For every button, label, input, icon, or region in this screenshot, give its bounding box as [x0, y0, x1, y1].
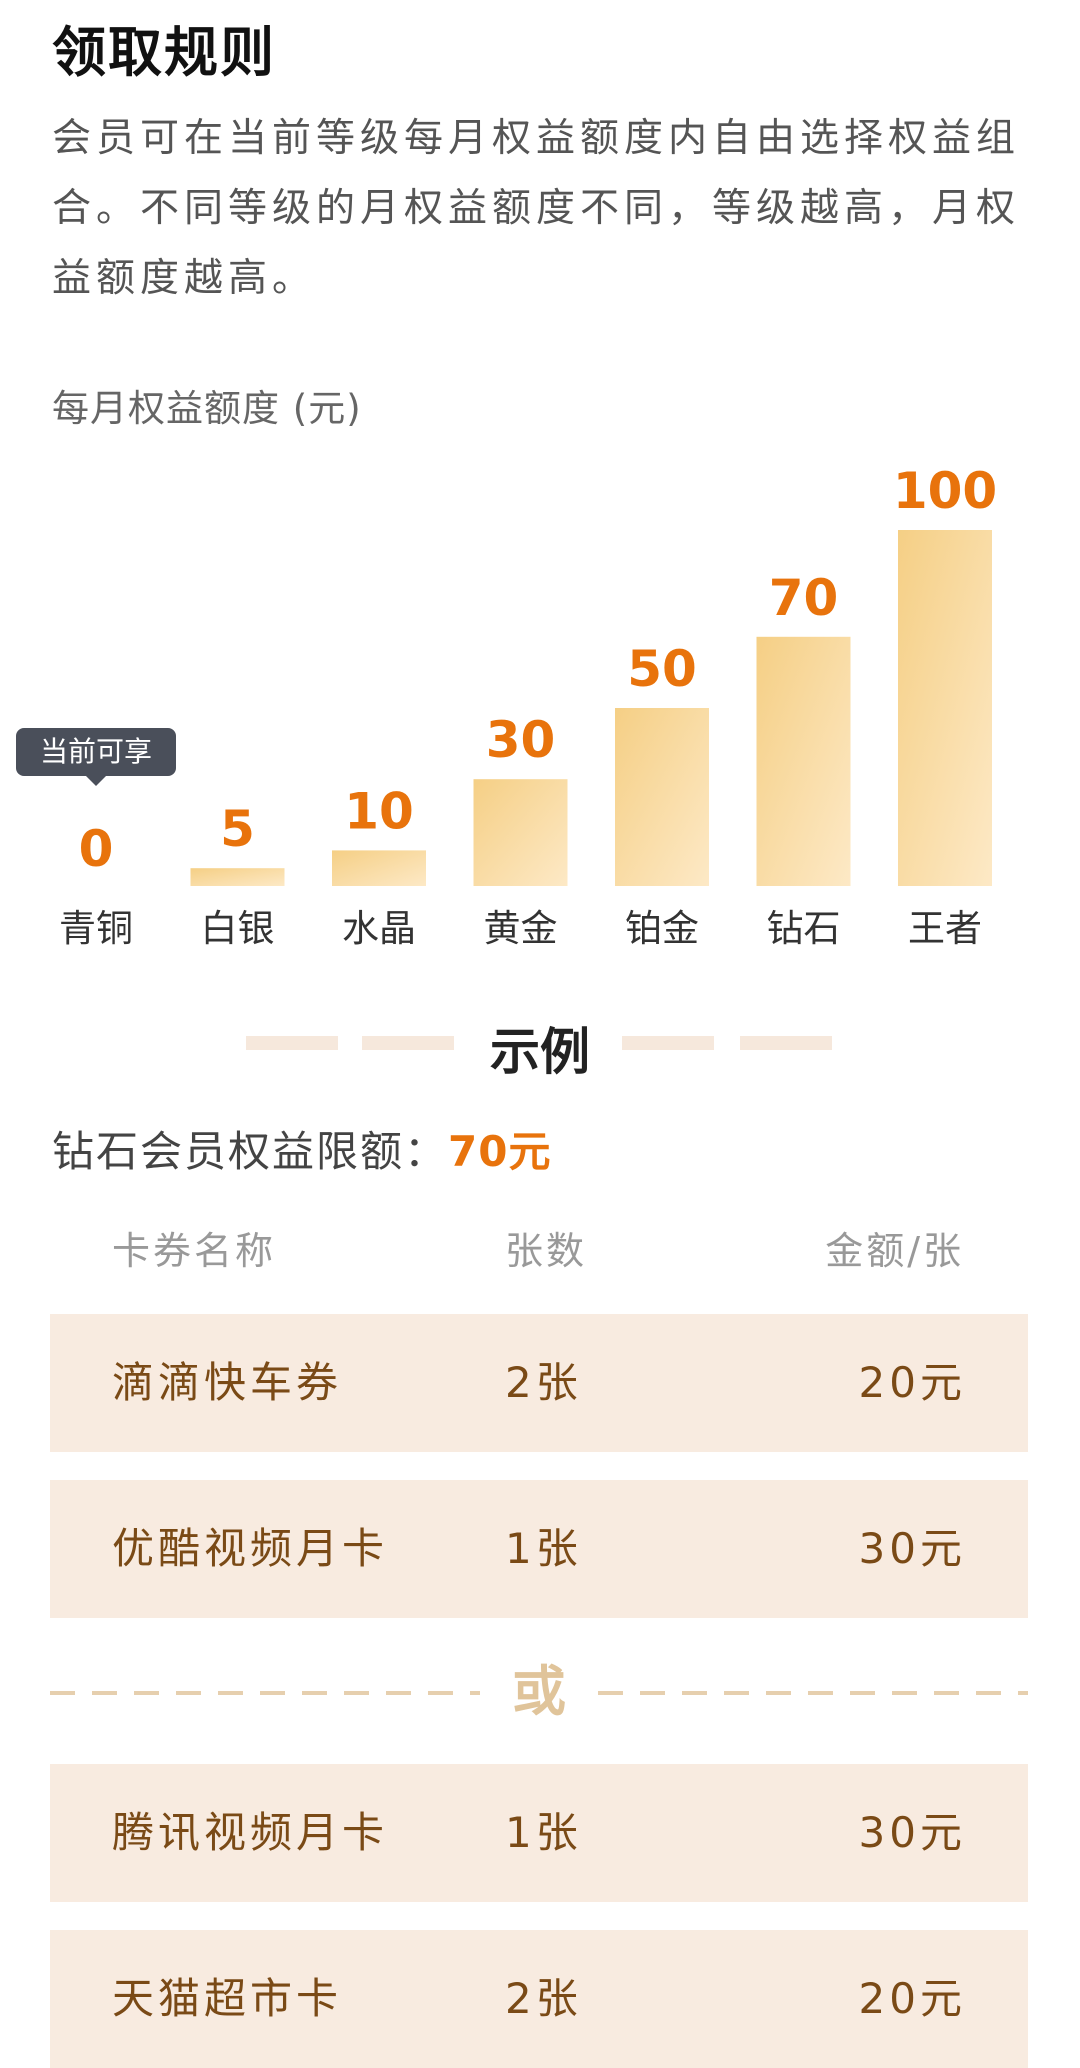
title-decoration-right-2 — [740, 1036, 832, 1050]
limit-label: 钻石会员权益限额： — [52, 1127, 449, 1176]
column-header-price: 金额/张 — [825, 1229, 964, 1273]
rules-description: 会员可在当前等级每月权益额度内自由选择权益组合。不同等级的月权益额度不同，等级越… — [52, 116, 1021, 301]
table-row: 腾讯视频月卡 1张 30元 — [50, 1764, 1028, 1902]
row-price: 20元 — [858, 1974, 966, 2023]
title-decoration-left-2 — [362, 1036, 454, 1050]
example-title: 示例 — [490, 1023, 590, 1081]
title-decoration-left-1 — [246, 1036, 338, 1050]
dashed-line-right — [598, 1691, 1028, 1695]
bar-1 — [190, 868, 285, 886]
column-header-count: 张数 — [505, 1229, 588, 1273]
title-decoration-right-1 — [622, 1036, 714, 1050]
current-level-tooltip: 当前可享 — [16, 728, 176, 786]
row-name: 优酷视频月卡 — [112, 1524, 389, 1573]
limit-line: 钻石会员权益限额：70元 — [52, 1118, 551, 1179]
category-label: 水晶 — [342, 907, 416, 950]
bar-value-label: 5 — [220, 800, 255, 858]
row-price: 20元 — [858, 1358, 966, 1407]
table-row: 优酷视频月卡 1张 30元 — [50, 1480, 1028, 1618]
row-name: 滴滴快车券 — [112, 1358, 343, 1407]
category-label: 王者 — [908, 907, 982, 950]
limit-value: 70元 — [448, 1127, 552, 1176]
row-count: 2张 — [505, 1358, 582, 1407]
bar-4 — [615, 708, 709, 886]
bar-value-label: 70 — [769, 569, 839, 627]
bar-3 — [473, 779, 568, 886]
column-header-name: 卡券名称 — [112, 1229, 277, 1273]
bar-5 — [756, 636, 851, 886]
bar-value-label: 100 — [893, 462, 997, 520]
bar-value-label: 30 — [486, 711, 556, 769]
bar-value-label: 0 — [79, 820, 114, 878]
row-name: 天猫超市卡 — [112, 1974, 343, 2023]
category-label: 铂金 — [625, 907, 699, 950]
row-price: 30元 — [858, 1808, 966, 1857]
row-name: 腾讯视频月卡 — [112, 1808, 389, 1857]
row-count: 2张 — [505, 1974, 582, 2023]
row-count: 1张 — [505, 1524, 582, 1573]
category-label: 钻石 — [767, 907, 841, 950]
category-label: 白银 — [201, 907, 275, 950]
rules-title: 领取规则 — [52, 21, 276, 84]
row-count: 1张 — [505, 1808, 582, 1857]
row-price: 30元 — [858, 1524, 966, 1573]
quota-bar-chart: 0 青铜 5 白银 10 水晶 30 黄金 50 铂金 70 钻石 100 王者 — [59, 462, 997, 950]
or-divider: 或 — [50, 1660, 1028, 1724]
category-label: 青铜 — [59, 907, 133, 950]
dashed-line-left — [50, 1691, 480, 1695]
bar-6 — [898, 530, 992, 886]
bar-value-label: 50 — [627, 640, 697, 698]
table-row: 天猫超市卡 2张 20元 — [50, 1930, 1028, 2068]
chart-title: 每月权益额度 (元) — [52, 387, 362, 430]
category-label: 黄金 — [484, 907, 558, 950]
bar-value-label: 10 — [344, 782, 414, 840]
bar-2 — [332, 850, 426, 886]
table-row: 滴滴快车券 2张 20元 — [50, 1314, 1028, 1452]
or-label: 或 — [512, 1660, 566, 1723]
